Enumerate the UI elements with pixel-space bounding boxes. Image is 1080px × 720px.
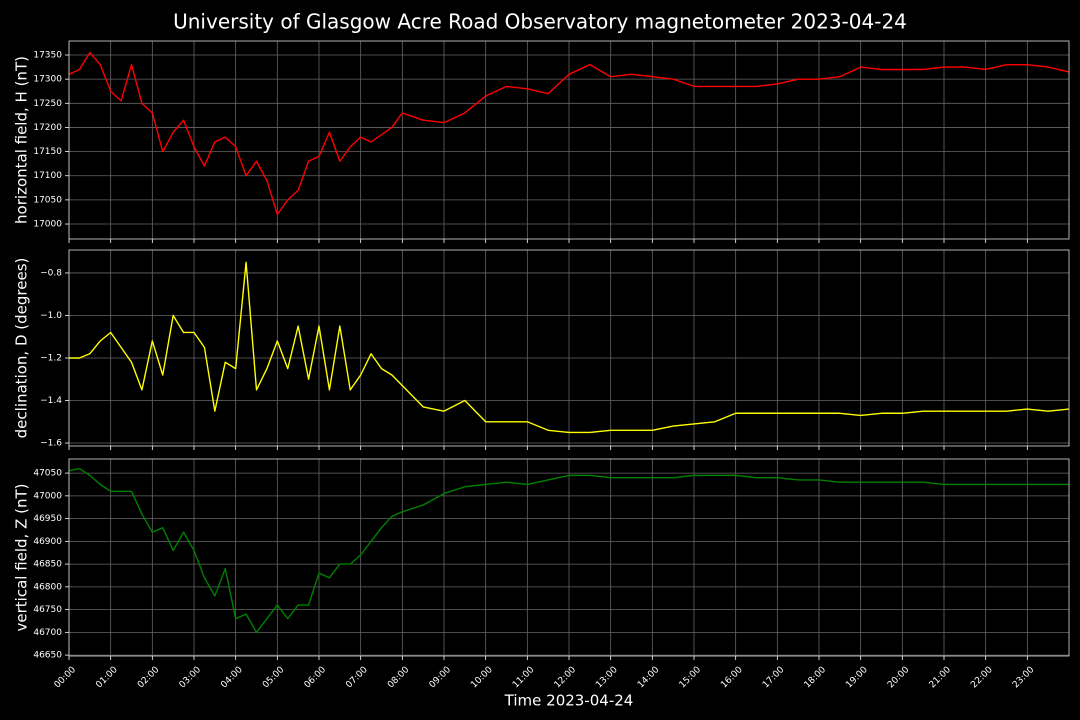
y-tick-label: −0.8	[40, 268, 62, 278]
y-tick-label: −1.2	[40, 353, 62, 363]
y-tick-label: 17250	[33, 99, 62, 109]
y-axis-label: vertical field, Z (nT)	[13, 483, 31, 631]
y-tick-label: 17000	[33, 220, 62, 230]
y-axis-label: horizontal field, H (nT)	[13, 56, 31, 224]
x-axis-label: Time 2023-04-24	[504, 692, 634, 710]
data-line	[68, 51, 1070, 216]
y-tick-label: 46800	[33, 582, 62, 592]
y-tick-label: 46850	[33, 560, 62, 570]
y-tick-label: 46950	[33, 514, 62, 524]
y-tick-label: 17150	[33, 147, 62, 157]
plot-frame	[68, 249, 1070, 447]
y-tick-label: −1.6	[40, 439, 62, 449]
data-line	[69, 261, 1070, 434]
y-tick-label: 17300	[33, 75, 62, 85]
y-tick-label: 47000	[33, 491, 62, 501]
plot-frame	[68, 458, 1070, 657]
y-tick-label: −1.4	[40, 396, 62, 406]
plot-frame	[68, 40, 1070, 240]
y-tick-label: 17200	[33, 123, 62, 133]
y-tick-label: −1.0	[40, 311, 62, 321]
y-tick-label: 46750	[33, 605, 62, 615]
y-axis-label: declination, D (degrees)	[13, 258, 31, 439]
y-tick-label: 46650	[33, 651, 62, 661]
y-tick-label: 46700	[33, 628, 62, 638]
y-tick-label: 17350	[33, 51, 62, 61]
chart-title: University of Glasgow Acre Road Observat…	[173, 10, 907, 34]
data-line	[68, 467, 1069, 634]
y-tick-label: 46900	[33, 537, 62, 547]
y-tick-label: 47050	[33, 469, 62, 479]
y-tick-label: 17050	[33, 195, 62, 205]
y-tick-label: 17100	[33, 171, 62, 181]
